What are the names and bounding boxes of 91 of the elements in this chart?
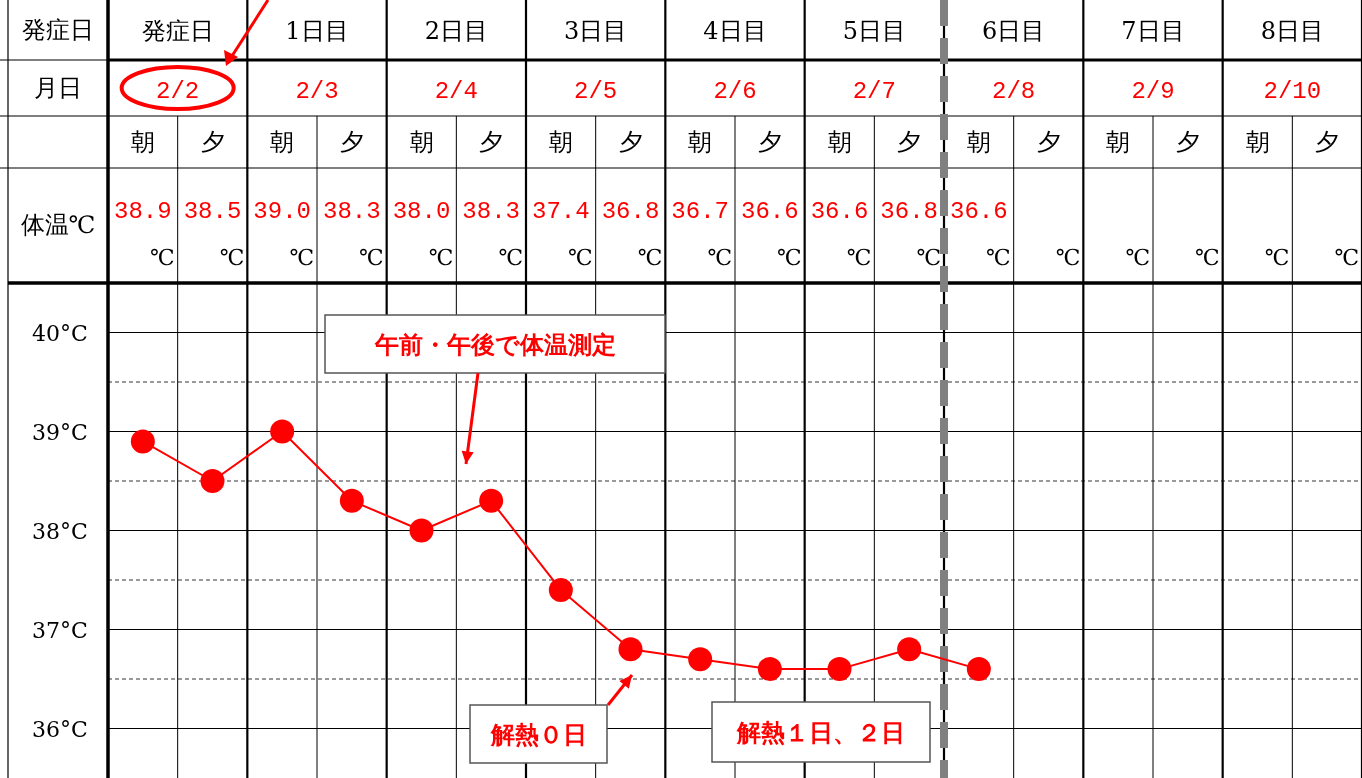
data-label: 36.6 bbox=[741, 198, 799, 225]
x-tick-label: 朝 bbox=[270, 128, 295, 156]
text: 発症日 bbox=[22, 16, 94, 44]
y-tick-label: 39°C bbox=[32, 419, 88, 445]
point bbox=[618, 637, 643, 662]
x-tick-label: 朝 bbox=[1106, 128, 1131, 156]
data-label: 38.9 bbox=[114, 198, 172, 225]
text: 2/4 bbox=[434, 78, 478, 105]
annotation: 解熱１日、２日 bbox=[736, 719, 905, 747]
data-label: 36.6 bbox=[810, 198, 869, 225]
x-tick-label: 朝 bbox=[1245, 128, 1270, 156]
text: 2/5 bbox=[574, 78, 618, 105]
y-tick-label: 36°C bbox=[32, 716, 88, 742]
text: ℃ bbox=[637, 245, 663, 270]
x-tick-label: 夕 bbox=[897, 128, 922, 156]
text: 2/3 bbox=[295, 78, 339, 105]
text: 5日目 bbox=[842, 17, 906, 45]
point bbox=[409, 518, 434, 543]
text: 2/2 bbox=[156, 78, 200, 105]
text: ℃ bbox=[916, 245, 941, 270]
y-tick-label: 37°C bbox=[32, 617, 88, 643]
point bbox=[897, 637, 922, 662]
point bbox=[966, 657, 991, 682]
text: ℃ bbox=[777, 245, 802, 270]
x-tick-label: 朝 bbox=[966, 128, 991, 156]
data-label: 36.8 bbox=[880, 198, 938, 225]
text: ℃ bbox=[1264, 245, 1290, 270]
data-label: 37.4 bbox=[532, 198, 590, 225]
text: 2/8 bbox=[992, 78, 1036, 105]
data-label: 38.3 bbox=[323, 198, 381, 225]
data-label: 36.6 bbox=[950, 198, 1008, 225]
text: ℃ bbox=[1195, 245, 1220, 270]
y-tick-label: 40°C bbox=[32, 320, 88, 346]
text: 体温℃ bbox=[20, 211, 96, 239]
text: 8日目 bbox=[1260, 17, 1324, 45]
text: 6日目 bbox=[982, 17, 1046, 45]
text: ℃ bbox=[986, 245, 1011, 270]
text: 2日目 bbox=[424, 17, 488, 45]
text: ℃ bbox=[1055, 245, 1081, 270]
text: 2/7 bbox=[852, 78, 896, 105]
text: 2/10 bbox=[1263, 78, 1322, 105]
x-tick-label: 夕 bbox=[1315, 128, 1340, 156]
x-tick-label: 夕 bbox=[339, 128, 364, 156]
annotation: 解熱０日 bbox=[489, 721, 587, 749]
text: ℃ bbox=[498, 245, 523, 270]
data-label: 38.5 bbox=[183, 198, 242, 225]
text: ℃ bbox=[1125, 245, 1150, 270]
text: ℃ bbox=[219, 245, 245, 270]
point bbox=[548, 577, 573, 602]
text: ℃ bbox=[289, 245, 314, 270]
text: 発症日 bbox=[141, 17, 214, 45]
x-tick-label: 夕 bbox=[200, 128, 225, 156]
text: 1日目 bbox=[285, 17, 349, 45]
x-tick-label: 朝 bbox=[688, 128, 713, 156]
text: ℃ bbox=[359, 245, 384, 270]
text: 月日 bbox=[34, 74, 82, 102]
point bbox=[130, 429, 155, 454]
text: ℃ bbox=[707, 245, 732, 270]
text: ℃ bbox=[150, 245, 175, 270]
x-tick-label: 朝 bbox=[548, 128, 573, 156]
text: ℃ bbox=[568, 245, 593, 270]
x-tick-label: 朝 bbox=[827, 128, 852, 156]
data-label: 38.0 bbox=[392, 198, 451, 225]
text: 4日目 bbox=[703, 17, 767, 45]
point bbox=[757, 657, 782, 682]
point bbox=[200, 469, 225, 493]
point bbox=[688, 647, 713, 672]
data-label: 39.0 bbox=[253, 198, 311, 225]
point bbox=[479, 488, 504, 513]
text: 2/6 bbox=[713, 78, 757, 105]
x-tick-label: 朝 bbox=[409, 128, 434, 156]
point bbox=[827, 657, 852, 682]
x-tick-label: 夕 bbox=[479, 128, 504, 156]
annotation: 午前・午後で体温測定 bbox=[373, 331, 616, 359]
point bbox=[270, 419, 295, 444]
y-tick-label: 38°C bbox=[32, 518, 88, 544]
x-tick-label: 夕 bbox=[1175, 128, 1200, 156]
text: ℃ bbox=[428, 245, 454, 270]
data-label: 36.8 bbox=[601, 198, 660, 225]
text: 7日目 bbox=[1121, 17, 1185, 45]
data-label: 36.7 bbox=[671, 198, 729, 225]
text: 3日目 bbox=[564, 17, 628, 45]
text: ℃ bbox=[1334, 245, 1359, 270]
text: 2/9 bbox=[1131, 78, 1175, 105]
x-tick-label: 夕 bbox=[757, 128, 782, 156]
point bbox=[339, 488, 364, 513]
data-label: 38.3 bbox=[462, 198, 520, 225]
x-tick-label: 朝 bbox=[130, 128, 155, 156]
x-tick-label: 夕 bbox=[618, 128, 643, 156]
x-tick-label: 夕 bbox=[1036, 128, 1061, 156]
text: ℃ bbox=[846, 245, 872, 270]
